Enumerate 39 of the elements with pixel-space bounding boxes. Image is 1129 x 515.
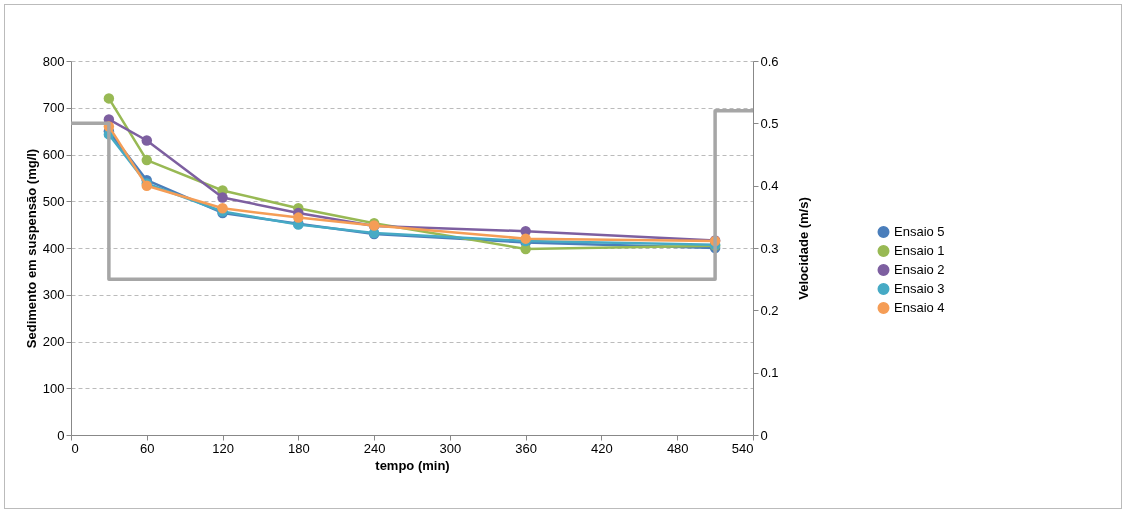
y2-tick-label: 0	[760, 427, 768, 443]
x-tick-label: 300	[439, 440, 462, 456]
legend-label: Ensaio 2	[894, 262, 945, 278]
y-tick-label: 0	[57, 427, 65, 443]
x-tick-label: 420	[591, 440, 613, 456]
x-tick-label: 120	[212, 440, 234, 456]
y-tick-label: 200	[42, 334, 65, 349]
x-axis-title: tempo (min)	[375, 457, 450, 473]
x-tick-label: 180	[287, 440, 310, 456]
point	[141, 135, 153, 146]
y-tick-label: 800	[42, 53, 65, 69]
x-tick-label: 540	[731, 440, 754, 456]
x-tick-label: 60	[140, 440, 155, 456]
point	[141, 154, 153, 166]
y-tick-label: 500	[42, 193, 65, 209]
y-tick-label: 300	[42, 287, 65, 303]
legend-label: Ensaio 3	[894, 281, 945, 297]
y-tick-label: 700	[42, 100, 65, 116]
y-tick-label: 400	[42, 240, 65, 256]
point	[103, 93, 115, 104]
legend-label: Ensaio 5	[894, 224, 945, 240]
y2-tick-label: 0.5	[760, 115, 779, 131]
x-tick-label: 480	[666, 440, 689, 456]
y2-tick-label: 0.3	[760, 240, 779, 256]
legend-label: Ensaio 4	[894, 300, 945, 316]
y-tick-label: 100	[42, 380, 65, 396]
y2-tick-label: 0.2	[760, 302, 779, 318]
y-tick-label: 600	[42, 147, 65, 162]
y-axis-title: Sedimento em suspensão (mg/l)	[23, 148, 39, 349]
x-tick-label: 360	[515, 440, 538, 456]
y2-tick-label: 0.4	[760, 178, 779, 194]
y2-tick-label: 0.6	[760, 53, 779, 69]
x-tick-label: 240	[363, 440, 386, 456]
y2-tick-label: 0.1	[760, 365, 779, 381]
y2-axis-title: Velocidade (m/s)	[795, 197, 811, 300]
point	[293, 212, 304, 223]
point	[217, 192, 228, 203]
x-tick-label: 0	[71, 440, 79, 456]
legend-label: Ensaio 1	[894, 243, 945, 259]
